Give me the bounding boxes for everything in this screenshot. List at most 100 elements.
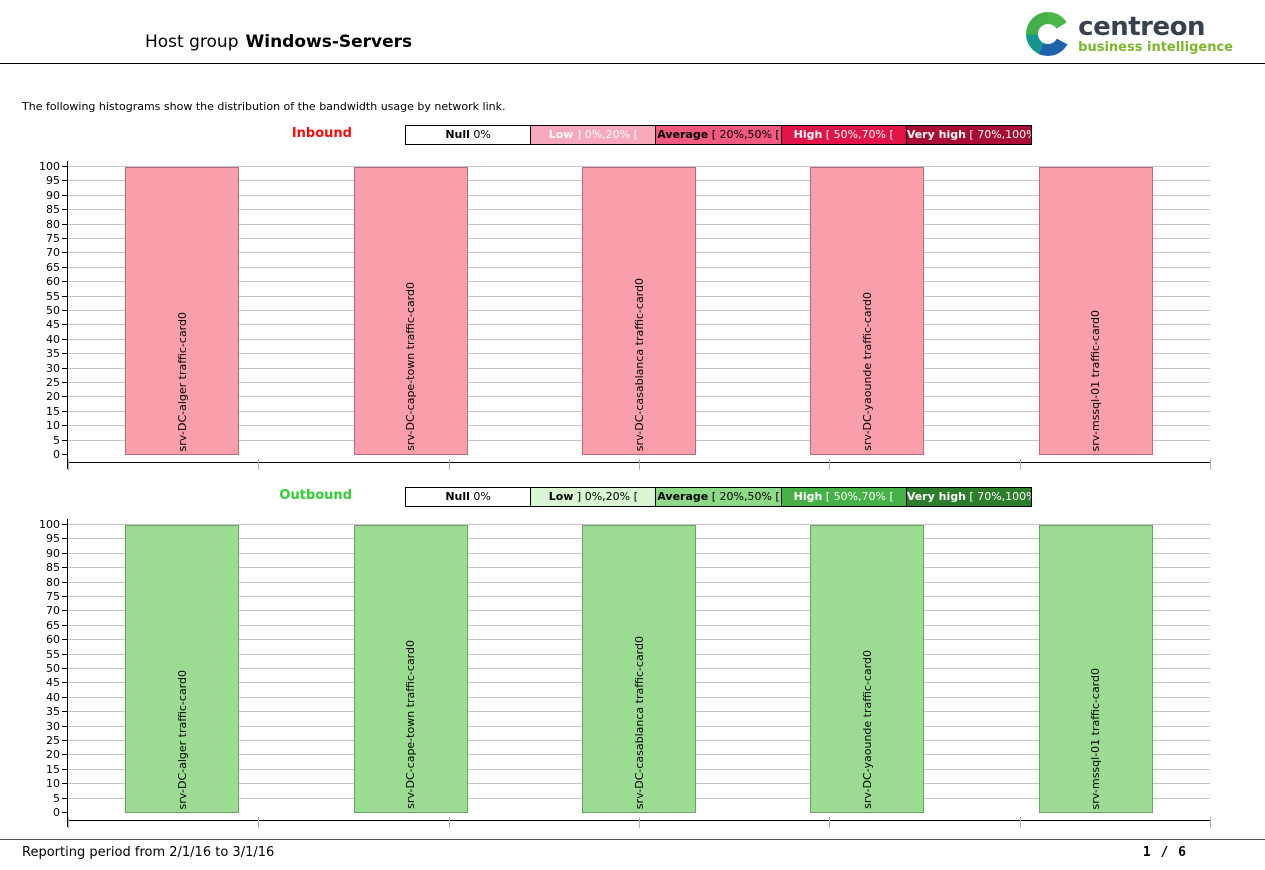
page-number: 1 / 6 [1142, 845, 1187, 860]
bar-label: srv-DC-cape-town traffic-card0 [404, 640, 418, 809]
y-axis-tick [62, 581, 68, 583]
y-axis-label: 30 [46, 361, 60, 375]
inbound-label: Inbound [291, 126, 352, 141]
y-axis-line [67, 519, 68, 827]
x-axis-tick [448, 817, 450, 828]
y-axis-tick [62, 410, 68, 412]
y-axis-tick [62, 596, 68, 597]
y-axis-label: 80 [46, 575, 60, 589]
x-axis-tick [829, 459, 831, 470]
inbound-section: Inbound Null 0% Low ] 0%,20% [Average [ 2… [0, 125, 1265, 470]
y-axis-label: 70 [46, 604, 60, 618]
y-axis-label: 10 [46, 419, 60, 433]
y-axis-tick [62, 425, 68, 427]
y-axis-label: 10 [46, 777, 60, 791]
y-axis-tick [62, 324, 68, 326]
bar-label: srv-DC-yaounde traffic-card0 [860, 292, 874, 451]
centreon-logo: centreon business intelligence [1026, 12, 1233, 56]
y-axis-tick [62, 653, 68, 655]
inbound-legend: Null 0% Low ] 0%,20% [Average [ 20%,50% [… [405, 125, 1032, 145]
y-axis-label: 90 [46, 188, 60, 202]
y-axis-tick [62, 396, 68, 398]
y-axis-label: 55 [46, 289, 60, 303]
y-axis-label: 75 [46, 590, 60, 603]
x-axis-tick [639, 817, 640, 828]
histogram-bar: srv-DC-cape-town traffic-card0 [353, 167, 468, 455]
y-axis-tick [62, 166, 68, 167]
y-axis-label: 20 [46, 390, 60, 404]
x-axis-tick [1019, 817, 1021, 828]
y-axis-label: 0 [53, 448, 60, 461]
y-axis-label: 60 [46, 633, 60, 647]
y-axis-label: 40 [46, 690, 60, 704]
y-axis-label: 60 [46, 275, 60, 289]
outbound-legend-row: Outbound Null 0% Low ] 0%,20% [Average [ … [0, 487, 1265, 507]
y-axis-label: 50 [46, 304, 60, 317]
x-axis-tick [829, 817, 831, 828]
x-axis-tick [68, 459, 69, 470]
legend-cell-low: Low ] 0%,20% [ [530, 126, 656, 144]
y-axis-label: 35 [46, 347, 60, 361]
outbound-chart-wrap: 0 5 10 15 20 25 30 35 40 45 50 55 60 65 70 75 80 85 90 95 10… [0, 518, 1265, 828]
histogram-bar: srv-DC-casablanca traffic-card0 [582, 167, 696, 455]
outbound-label: Outbound [279, 488, 352, 503]
y-axis-label: 20 [46, 748, 60, 762]
bar-label: srv-DC-alger traffic-card0 [175, 311, 189, 451]
y-axis-label: 5 [53, 433, 60, 447]
histogram-bar: srv-DC-yaounde traffic-card0 [810, 167, 925, 455]
bar-label: srv-DC-alger traffic-card0 [175, 669, 189, 809]
legend-cell-very-high: Very high [ 70%,100% ] [905, 126, 1032, 144]
y-axis-tick [62, 610, 68, 612]
y-axis-tick [62, 281, 68, 283]
histogram-bar: srv-mssql-01 traffic-card0 [1038, 167, 1153, 455]
y-axis-label: 55 [46, 647, 60, 661]
gridline [68, 166, 1210, 167]
y-axis-tick [62, 783, 68, 785]
y-axis-tick [62, 367, 68, 369]
y-axis-label: 90 [46, 546, 60, 560]
outbound-histogram: 0 5 10 15 20 25 30 35 40 45 50 55 60 65 70 75 80 85 90 95 10… [39, 518, 1211, 828]
legend-cell-average: Average [ 20%,50% [ [655, 126, 781, 144]
bar-label: srv-DC-cape-town traffic-card0 [404, 282, 418, 451]
intro-text: The following histograms show the distri… [22, 100, 506, 113]
y-axis-label: 0 [53, 806, 60, 819]
y-axis-label: 85 [46, 203, 60, 217]
bar-label: srv-DC-yaounde traffic-card0 [860, 650, 874, 809]
histogram-bar: srv-DC-alger traffic-card0 [125, 167, 240, 455]
bar-label: srv-mssql-01 traffic-card0 [1089, 667, 1103, 809]
y-axis-line [67, 161, 68, 469]
y-axis-label: 75 [46, 232, 60, 245]
page-title: Host group Windows-Servers [145, 32, 412, 52]
inbound-legend-row: Inbound Null 0% Low ] 0%,20% [Average [ 2… [0, 125, 1265, 145]
y-axis-tick [62, 454, 68, 455]
report-header: Host group Windows-Servers centreon busin… [0, 0, 1265, 64]
y-axis-label: 30 [46, 719, 60, 733]
legend-cell-average: Average [ 20%,50% [ [655, 488, 781, 506]
y-axis-tick [62, 382, 68, 383]
histogram-bar: srv-DC-alger traffic-card0 [125, 525, 240, 813]
y-axis-tick [62, 725, 68, 727]
y-axis-label: 25 [46, 376, 60, 389]
reporting-period: Reporting period from 2/1/16 to 3/1/16 [22, 845, 275, 860]
y-axis-tick [62, 668, 68, 669]
y-axis-tick [62, 194, 68, 196]
y-axis-tick [62, 682, 68, 684]
y-axis-label: 50 [46, 662, 60, 675]
y-axis-tick [62, 266, 68, 268]
y-axis-tick [62, 696, 68, 698]
x-axis-tick [1019, 459, 1021, 470]
y-axis-label: 70 [46, 246, 60, 260]
y-axis-label: 25 [46, 734, 60, 747]
legend-cell-high: High [ 50%,70% [ [780, 488, 906, 506]
x-axis-tick [639, 459, 640, 470]
y-axis-label: 65 [46, 260, 60, 274]
legend-cell-very-high: Very high [ 70%,100% ] [905, 488, 1032, 506]
y-axis-tick [62, 524, 68, 525]
gridline [68, 524, 1210, 525]
legend-cell-low: Low ] 0%,20% [ [530, 488, 656, 506]
x-axis-tick [68, 817, 69, 828]
y-axis-tick [62, 353, 68, 355]
title-prefix: Host group [145, 32, 239, 52]
y-axis-tick [62, 768, 68, 770]
